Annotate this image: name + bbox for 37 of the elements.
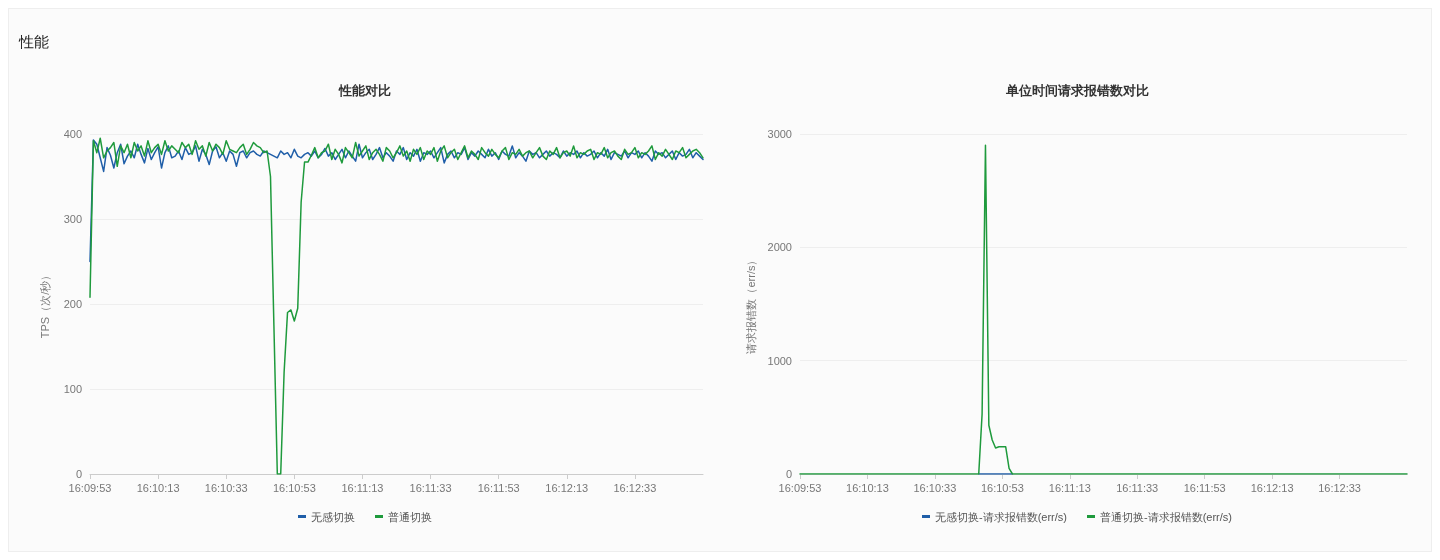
y-tick-label: 3000 — [767, 128, 792, 140]
x-tick-label: 16:10:33 — [204, 481, 248, 494]
text: 性能 — [19, 33, 49, 52]
x-tick-label: 16:11:13 — [341, 481, 384, 494]
y-tick-label: 300 — [63, 213, 82, 225]
legend-label: 普通切换 — [388, 510, 432, 523]
x-tick-label: 16:12:33 — [1318, 481, 1361, 494]
chart-title: 单位时间请求报错数对比 — [1004, 83, 1149, 98]
y-tick-label: 2000 — [767, 241, 792, 254]
x-tick-label: 16:10:13 — [846, 481, 889, 494]
legend-label: 无感切换 — [311, 510, 355, 523]
y-tick-label: 400 — [63, 128, 82, 140]
legend-label: 无感切换-请求报错数(err/s) — [935, 510, 1068, 523]
y-tick-label: 1000 — [767, 354, 792, 367]
x-tick-label: 16:11:53 — [477, 481, 520, 494]
x-tick-label: 16:12:13 — [545, 481, 589, 494]
x-tick-label: 16:11:53 — [1183, 481, 1226, 494]
x-tick-label: 16:12:33 — [613, 481, 657, 494]
x-tick-label: 16:10:13 — [136, 481, 180, 494]
x-tick-label: 16:11:33 — [1116, 481, 1159, 494]
x-tick-label: 16:09:53 — [778, 481, 822, 494]
legend-label: 普通切换-请求报错数(err/s) — [1100, 510, 1232, 523]
y-tick-label: 0 — [75, 468, 82, 480]
y-tick-label: 100 — [63, 383, 82, 395]
x-tick-label: 16:11:33 — [409, 481, 452, 494]
x-tick-label: 16:10:53 — [272, 481, 316, 494]
y-tick-label: 200 — [63, 298, 82, 310]
x-tick-label: 16:12:13 — [1250, 481, 1294, 494]
x-tick-label: 16:11:13 — [1048, 481, 1091, 494]
x-tick-label: 16:09:53 — [68, 481, 112, 494]
y-tick-label: 0 — [785, 468, 792, 480]
x-tick-label: 16:10:53 — [980, 481, 1024, 494]
y-axis-title: 请求报错数（err/s） — [745, 254, 758, 354]
y-axis-title: TPS（次/秒） — [38, 269, 51, 339]
x-tick-label: 16:10:33 — [913, 481, 957, 494]
line-series — [89, 139, 704, 263]
chart-title: 性能对比 — [338, 83, 391, 98]
